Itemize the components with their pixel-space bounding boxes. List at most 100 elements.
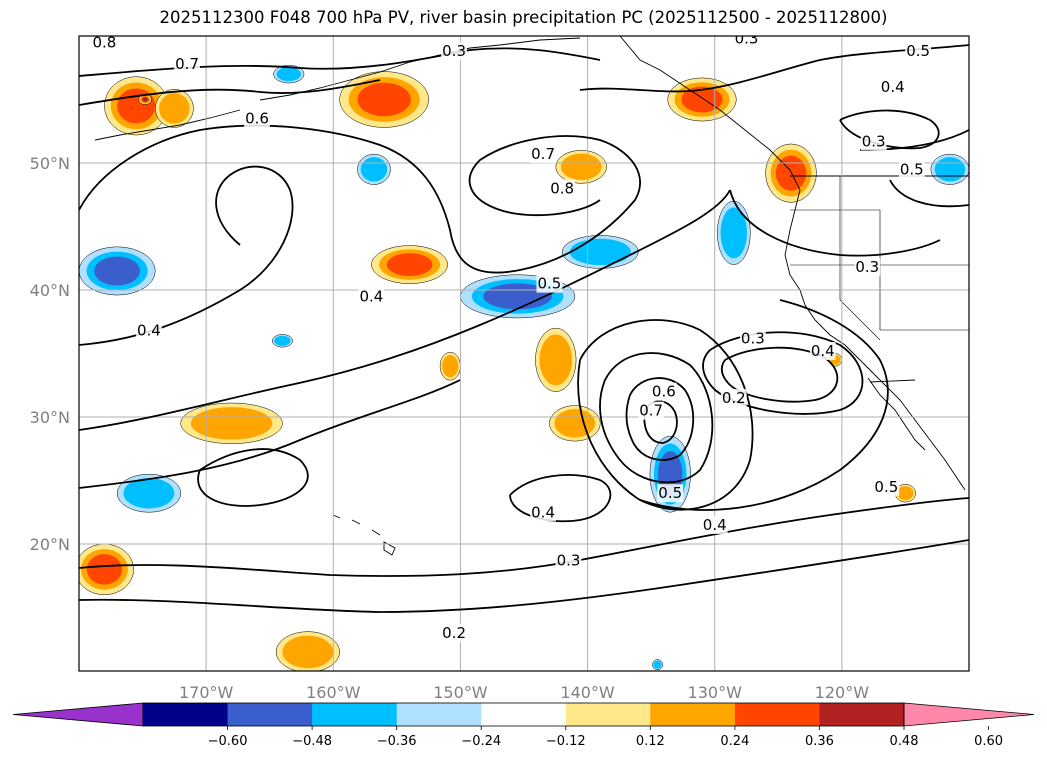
colorbar-extend-low	[12, 702, 144, 727]
shade-level	[159, 93, 190, 124]
map-frame	[78, 35, 970, 672]
contour-label-bg	[720, 388, 747, 407]
contour-label-bg	[879, 77, 906, 96]
contour-label-bg	[898, 160, 925, 179]
colorbar-segment	[312, 703, 398, 726]
latitude-label: 20°N	[30, 535, 70, 554]
contour-label-bg	[860, 132, 887, 151]
colorbar-segment	[819, 703, 905, 726]
pv-contours	[79, 44, 969, 613]
contour-label-bg	[905, 42, 932, 61]
contour-label: 0.8	[550, 179, 574, 197]
contour-label-bg	[244, 109, 270, 128]
contour-line	[729, 189, 941, 257]
contour-label-bg	[809, 341, 836, 360]
hawaii-islands	[332, 514, 396, 556]
contour-label: 0.5	[906, 42, 930, 60]
contour-label: 0.7	[531, 145, 555, 163]
contour-label-bg	[530, 503, 557, 522]
shade-level	[360, 157, 388, 182]
negative-precip-blob	[561, 235, 639, 269]
positive-precip-blob	[439, 351, 461, 381]
negative-precip-blob	[116, 473, 181, 513]
mexico-border	[869, 379, 916, 383]
contour-line	[79, 379, 461, 489]
shade-level	[123, 477, 175, 509]
contour-label: 0.3	[442, 42, 466, 60]
longitude-label: 120°W	[815, 683, 870, 702]
colorbar-tick-label: 0.24	[720, 734, 749, 749]
contour-label-bg	[135, 321, 162, 340]
contour-label: 0.4	[881, 78, 905, 96]
contour-label: 0.4	[137, 322, 161, 340]
longitude-label: 170°W	[179, 683, 234, 702]
contour-label: 0.3	[741, 329, 765, 347]
colorbar-tick-label: −0.36	[377, 734, 417, 749]
positive-precip-blob	[138, 94, 152, 105]
contour-label-bg	[441, 42, 468, 61]
negative-precip-blob	[717, 200, 751, 265]
shade-level	[681, 86, 723, 113]
contour-label: 0.2	[442, 624, 466, 642]
contour-label: 0.5	[537, 275, 561, 293]
negative-precip-blob	[652, 659, 663, 670]
positive-precip-blob	[535, 327, 577, 392]
negative-precip-blob	[930, 153, 969, 185]
colorbar-frame	[142, 702, 905, 727]
longitude-label: 140°W	[560, 683, 615, 702]
contour-line	[79, 539, 969, 613]
contour-line	[79, 47, 601, 77]
latitude-label: 30°N	[30, 408, 70, 427]
pv-low-ring-3	[625, 377, 695, 461]
contour-label: 0.5	[900, 160, 924, 178]
colorbar-segment	[143, 703, 229, 726]
shade-level	[539, 334, 573, 386]
contour-label: 0.4	[703, 516, 727, 534]
positive-precip-blob	[275, 631, 340, 671]
contour-line	[639, 299, 889, 511]
positive-precip-blob	[79, 543, 134, 596]
shade-level	[934, 157, 966, 182]
shade-level	[569, 238, 631, 266]
contour-line	[79, 189, 731, 431]
negative-precip-blob	[272, 334, 293, 348]
contour-label-bg	[91, 36, 118, 52]
colorbar-segment	[396, 703, 482, 726]
latitude-labels: 50°N 40°N 30°N 20°N	[30, 154, 70, 554]
contour-label-bg	[549, 179, 576, 198]
shade-level	[386, 253, 433, 277]
colorbar-tick-label: 0.36	[805, 734, 834, 749]
contour-label: 0.4	[811, 342, 835, 360]
contour-label: 0.3	[862, 132, 886, 150]
state-line-3	[839, 176, 881, 341]
contour-label-bg	[441, 623, 468, 642]
contour-label: 0.3	[735, 30, 759, 48]
graticule	[79, 36, 969, 671]
colorbar-segment	[565, 703, 651, 726]
contour-label-bg	[733, 36, 760, 48]
negative-precip-blob	[357, 153, 391, 185]
pv-high-ring-2	[720, 346, 839, 403]
contour-label: 0.3	[855, 258, 879, 276]
contour-label-bg	[638, 401, 665, 420]
shade-level	[560, 153, 602, 181]
colorbar-tick-label: −0.12	[546, 734, 586, 749]
contour-label: 0.7	[175, 55, 199, 73]
longitude-labels: 170°W 160°W 150°W 140°W 130°W 120°W	[179, 683, 869, 702]
pv-low-ring-outer	[577, 319, 754, 511]
shade-level	[653, 660, 662, 669]
contour-line	[509, 474, 612, 523]
positive-precip-blob	[155, 89, 194, 128]
contour-label-bg	[657, 484, 684, 503]
shade-level	[442, 355, 459, 378]
contour-label-bg	[854, 258, 881, 277]
shade-level	[94, 256, 141, 286]
contour-line	[579, 44, 969, 93]
contour-label-bg	[701, 515, 728, 534]
colorbar-tick-label: 0.60	[974, 734, 1003, 749]
colorbar-tick-label: −0.60	[208, 734, 248, 749]
positive-precip-blob	[549, 405, 601, 442]
contour-line	[79, 497, 969, 577]
contour-label-bg	[555, 551, 582, 570]
colorbar-segment	[650, 703, 736, 726]
